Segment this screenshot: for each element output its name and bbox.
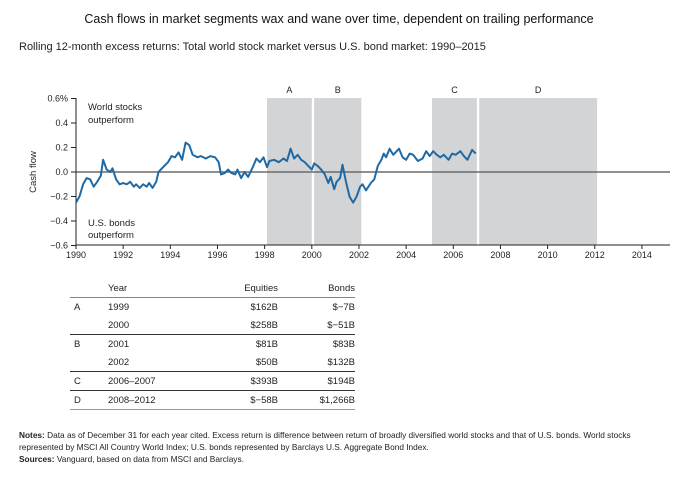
y-tick-label: −0.6	[50, 241, 68, 251]
x-tick-label: 1996	[207, 250, 227, 260]
header-equities: Equities	[198, 281, 278, 298]
y-tick-label: 0.0	[55, 167, 68, 177]
header-bonds: Bonds	[278, 281, 355, 298]
table-row: D 2008–2012 $−58B $1,266B	[70, 390, 355, 410]
row-bonds: $−7B	[332, 301, 355, 313]
row-label	[70, 353, 108, 372]
x-tick-label: 2010	[538, 250, 558, 260]
x-tick-label: 1992	[113, 250, 133, 260]
row-year: 2000	[108, 316, 198, 335]
annotation-world-stocks-line1: World stocks	[88, 102, 142, 113]
sources-label: Sources:	[19, 454, 55, 464]
x-tick-label: 2006	[443, 250, 463, 260]
row-year: 2001	[108, 338, 130, 350]
x-tick-label: 1990	[66, 250, 86, 260]
row-equities: $81B	[255, 338, 278, 350]
region-labels: A B C D	[286, 85, 542, 95]
header-label	[70, 281, 108, 298]
table-row: C 2006–2007 $393B $194B	[70, 371, 355, 391]
y-tick-label: −0.4	[50, 216, 68, 226]
series-line	[75, 141, 477, 204]
y-tick-label: 0.4	[55, 118, 68, 128]
table-row: 2002 $50B $132B	[70, 353, 355, 372]
row-year: 2002	[108, 353, 198, 372]
row-year: 2008–2012	[108, 390, 198, 410]
row-label: D	[70, 390, 108, 410]
sources-text: Vanguard, based on data from MSCI and Ba…	[54, 454, 244, 464]
y-tick-label: 0.6%	[47, 94, 68, 104]
row-label	[70, 316, 108, 335]
notes-block: Notes: Data as of December 31 for each y…	[19, 429, 669, 465]
row-label: B	[74, 338, 81, 350]
row-year: 2006–2007	[108, 371, 198, 391]
row-bonds: $194B	[278, 371, 355, 391]
notes-paragraph: Notes: Data as of December 31 for each y…	[19, 429, 669, 453]
x-tick-label: 2002	[349, 250, 369, 260]
row-equities: $393B	[198, 371, 278, 391]
row-bonds: $132B	[278, 353, 355, 372]
region-label-a: A	[286, 85, 292, 95]
region-label-d: D	[535, 85, 542, 95]
x-tick-label: 1998	[255, 250, 275, 260]
row-bonds: $1,266B	[278, 390, 355, 410]
row-equities: $258B	[198, 316, 278, 335]
table-row: A 1999 $162B $−7B	[70, 298, 355, 317]
row-label: A	[74, 301, 81, 313]
row-equities: $−58B	[198, 390, 278, 410]
y-tick-label: −0.2	[50, 192, 68, 202]
chart-subtitle: Rolling 12-month excess returns: Total w…	[19, 41, 486, 53]
sources-paragraph: Sources: Vanguard, based on data from MS…	[19, 453, 669, 465]
notes-label: Notes:	[19, 430, 45, 440]
region-label-c: C	[451, 85, 458, 95]
x-tick-label: 2004	[396, 250, 416, 260]
y-axis-ticks: 0.6% 0.4 0.2 0.0 −0.2 −0.4 −0.6	[47, 94, 76, 251]
y-axis-label: Cash flow	[28, 151, 39, 193]
x-tick-label: 2000	[302, 250, 322, 260]
row-label: C	[70, 371, 108, 391]
x-axis-ticks: 1990 1992 1994 1996 1998 2000 2002 2004 2006 2008…	[66, 245, 652, 260]
table-header-row: Year Equities Bonds	[70, 281, 355, 298]
row-equities: $162B	[250, 301, 278, 313]
table-row: 2000 $258B $−51B	[70, 316, 355, 335]
region-label-b: B	[335, 85, 341, 95]
figure-title: Cash flows in market segments wax and wa…	[84, 12, 594, 26]
cash-flows-table: Year Equities Bonds A 1999 $162B $−7B 20…	[70, 281, 355, 410]
row-bonds: $83B	[332, 338, 355, 350]
row-bonds: $−51B	[278, 316, 355, 335]
y-tick-label: 0.2	[55, 143, 68, 153]
annotation-us-bonds-line1: U.S. bonds	[88, 218, 135, 229]
annotation-world-stocks-line2: outperform	[88, 115, 134, 126]
notes-text: Data as of December 31 for each year cit…	[19, 430, 631, 452]
table-row: B 2001 $81B $83B	[70, 335, 355, 354]
x-tick-label: 2014	[632, 250, 652, 260]
x-tick-label: 2008	[490, 250, 510, 260]
row-equities: $50B	[198, 353, 278, 372]
x-tick-label: 1994	[160, 250, 180, 260]
header-year: Year	[108, 281, 198, 298]
row-year: 1999	[108, 301, 130, 313]
annotation-us-bonds-line2: outperform	[88, 230, 134, 241]
x-tick-label: 2012	[585, 250, 605, 260]
